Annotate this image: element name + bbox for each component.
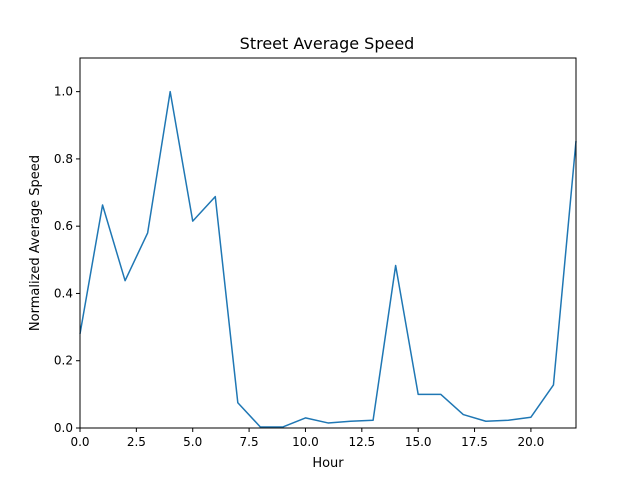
- y-axis-ticks: 0.0 0.2 0.4 0.6 0.8 1.0: [54, 85, 80, 435]
- y-tick-label: 0.8: [54, 152, 73, 166]
- x-tick-label: 10.0: [292, 435, 319, 449]
- series-line-0: [79, 90, 577, 428]
- y-tick-label: 1.0: [54, 85, 73, 99]
- x-tick-label: 5.0: [183, 435, 202, 449]
- x-tick-label: 0.0: [70, 435, 89, 449]
- x-axis-ticks: 0.0 2.5 5.0 7.5 10.0 12.5 15.0 17.5 20.0: [70, 428, 544, 449]
- x-tick-label: 20.0: [518, 435, 545, 449]
- y-axis-label: Normalized Average Speed: [28, 155, 43, 331]
- chart-title: Street Average Speed: [240, 34, 415, 53]
- plot-frame: [79, 57, 577, 429]
- y-tick-label: 0.4: [54, 286, 73, 300]
- x-tick-label: 17.5: [461, 435, 488, 449]
- y-tick-label: 0.2: [54, 354, 73, 368]
- y-tick-label: 0.0: [54, 421, 73, 435]
- x-tick-label: 7.5: [240, 435, 259, 449]
- y-tick-label: 0.6: [54, 219, 73, 233]
- x-tick-label: 2.5: [127, 435, 146, 449]
- x-axis-label: Hour: [312, 456, 344, 471]
- x-tick-label: 15.0: [405, 435, 432, 449]
- x-tick-label: 12.5: [348, 435, 375, 449]
